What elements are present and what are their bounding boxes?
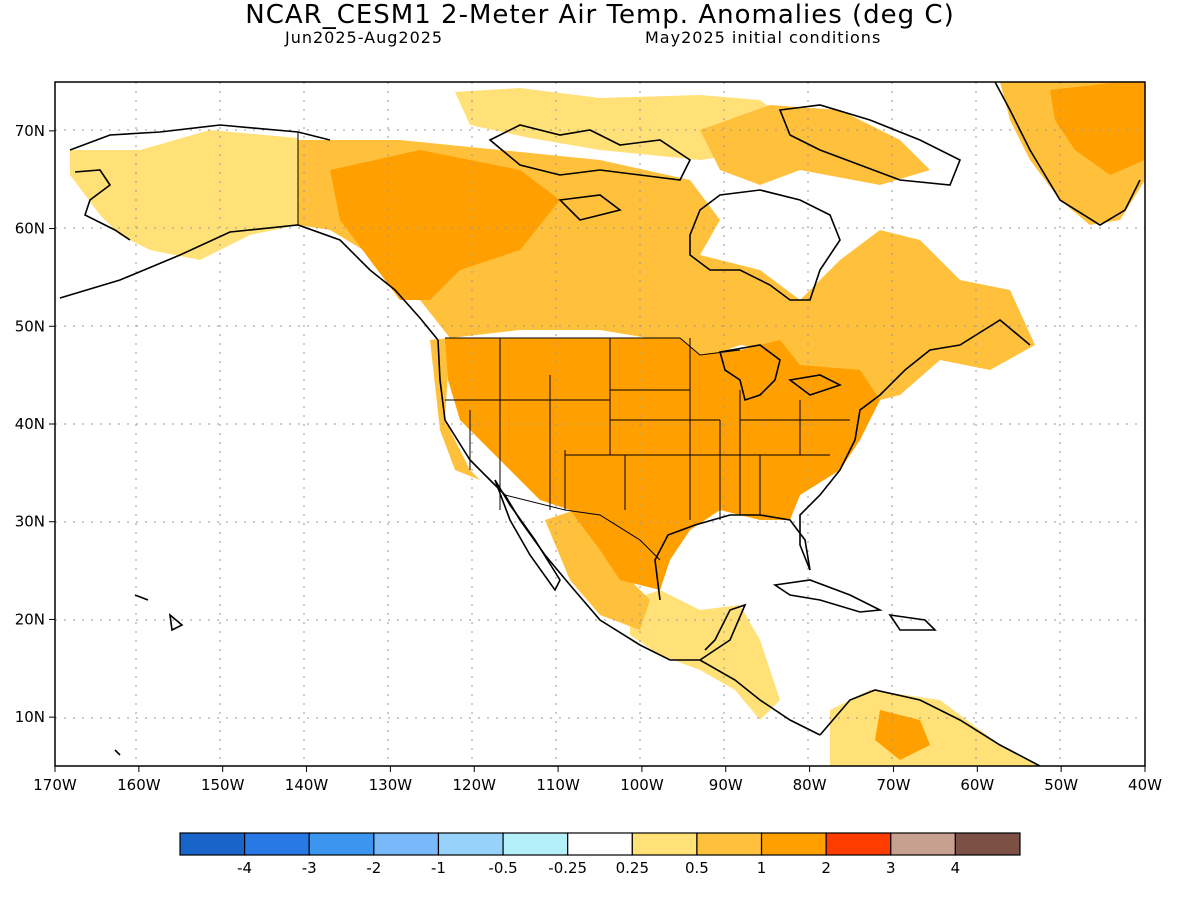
lon-tick-label: 110W <box>536 776 580 794</box>
legend-label: -2 <box>366 859 381 877</box>
legend-label: -4 <box>237 859 252 877</box>
legend-swatch <box>373 832 440 856</box>
lat-tick-label: 40N <box>15 415 45 433</box>
legend-label: -1 <box>431 859 446 877</box>
legend-swatch <box>631 832 698 856</box>
legend-swatch <box>502 832 569 856</box>
coastlines <box>59 82 1141 766</box>
lat-tick-label: 30N <box>15 513 45 531</box>
lon-tick-label: 130W <box>369 776 413 794</box>
legend-swatch <box>437 832 504 856</box>
political-boundaries <box>297 132 850 561</box>
legend-label: 0.25 <box>616 859 649 877</box>
lon-tick-label: 60W <box>960 776 994 794</box>
legend-swatch <box>567 832 633 856</box>
legend-swatch <box>890 832 956 856</box>
lon-tick-label: 70W <box>877 776 911 794</box>
lon-tick-label: 90W <box>709 776 743 794</box>
legend-label: 0.5 <box>685 859 709 877</box>
lon-tick-label: 50W <box>1044 776 1078 794</box>
legend-label: -0.25 <box>548 859 587 877</box>
legend-label: 1 <box>757 859 767 877</box>
lat-tick-label: 60N <box>15 220 45 238</box>
legend-label: 2 <box>821 859 831 877</box>
lon-tick-label: 150W <box>201 776 245 794</box>
color-legend: -4 -3 -2 -1 -0.5 -0.25 0.25 0.5 1 2 3 4 <box>179 832 1021 877</box>
legend-swatch <box>760 832 827 856</box>
legend-swatch <box>179 832 246 856</box>
latitude-axis: 10N 20N 30N 40N 50N 60N 70N <box>15 122 55 726</box>
map-grid <box>55 82 1145 766</box>
legend-swatch <box>696 832 763 856</box>
legend-swatch <box>308 832 375 856</box>
legend-swatch <box>954 832 1021 856</box>
legend-swatch <box>244 832 310 856</box>
legend-label: -0.5 <box>488 859 517 877</box>
lat-tick-label: 20N <box>15 610 45 628</box>
lon-tick-label: 120W <box>452 776 496 794</box>
lon-tick-label: 100W <box>620 776 664 794</box>
lat-tick-label: 50N <box>15 317 45 335</box>
lon-tick-label: 140W <box>285 776 329 794</box>
longitude-axis: 170W 160W 150W 140W 130W 120W 110W 100W 90W 80W 70… <box>33 766 1162 794</box>
lon-tick-label: 80W <box>793 776 827 794</box>
forecast-period: Jun2025-Aug2025 <box>285 28 444 47</box>
initial-conditions: May2025 initial conditions <box>645 28 882 47</box>
lon-tick-label: 160W <box>117 776 161 794</box>
legend-swatch <box>825 832 892 856</box>
lat-tick-label: 10N <box>15 708 45 726</box>
legend-label: 4 <box>951 859 961 877</box>
lon-tick-label: 40W <box>1128 776 1162 794</box>
lat-tick-label: 70N <box>15 122 45 140</box>
lon-tick-label: 170W <box>33 776 77 794</box>
legend-label: 3 <box>886 859 896 877</box>
map-title: NCAR_CESM1 2-Meter Air Temp. Anomalies (… <box>245 0 955 30</box>
legend-label: -3 <box>302 859 317 877</box>
